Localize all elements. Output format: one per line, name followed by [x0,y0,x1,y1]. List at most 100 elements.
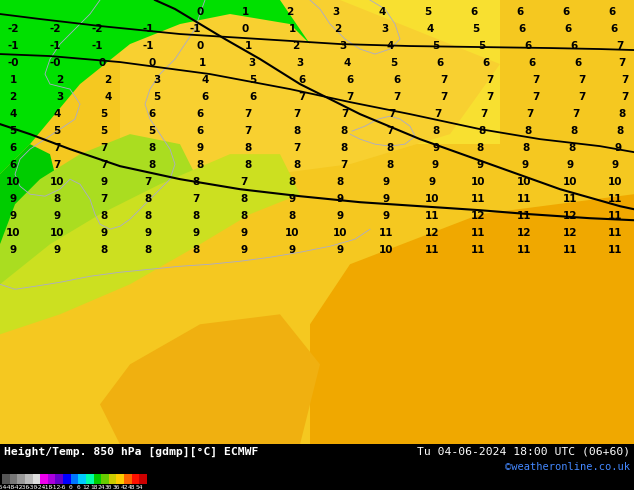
Text: 7: 7 [244,126,252,136]
Text: 10: 10 [6,228,20,238]
Text: -1: -1 [142,24,154,34]
Text: -36: -36 [19,485,30,490]
Text: 7: 7 [100,143,108,153]
Text: 7: 7 [618,58,626,68]
Text: 9: 9 [145,228,152,238]
Text: 11: 11 [563,245,577,255]
Text: 11: 11 [608,211,622,221]
Text: 7: 7 [486,75,494,85]
Text: 7: 7 [621,75,629,85]
Text: 11: 11 [425,245,439,255]
Text: 10: 10 [49,228,64,238]
Text: 6: 6 [299,75,306,85]
Text: -18: -18 [42,485,53,490]
Text: 8: 8 [524,126,532,136]
Text: 2: 2 [105,75,112,85]
Text: 9: 9 [611,160,619,170]
Text: 9: 9 [382,177,389,187]
Text: 8: 8 [192,211,200,221]
Text: 2: 2 [10,92,16,102]
Text: 6: 6 [528,58,536,68]
Text: 12: 12 [82,485,89,490]
Text: -24: -24 [34,485,46,490]
Text: 6: 6 [197,109,204,119]
Text: 6: 6 [564,24,572,34]
Text: 4: 4 [378,7,385,17]
Text: 6: 6 [10,160,16,170]
Text: 7: 7 [616,41,624,51]
Bar [101,474,109,484]
Text: 4: 4 [344,58,351,68]
Text: 11: 11 [425,211,439,221]
Text: 12: 12 [563,211,577,221]
Bar [48,474,55,484]
Text: -1: -1 [190,24,201,34]
Text: 2: 2 [56,75,63,85]
Text: 48: 48 [128,485,136,490]
Text: 9: 9 [197,143,204,153]
Text: 9: 9 [337,194,344,204]
Text: 9: 9 [10,194,16,204]
Text: 5: 5 [148,126,155,136]
Text: 1: 1 [242,7,249,17]
Text: 8: 8 [294,126,301,136]
Text: 7: 7 [192,194,200,204]
Polygon shape [0,154,300,334]
Polygon shape [120,0,500,194]
Bar [109,474,117,484]
Text: 8: 8 [337,177,344,187]
Text: 11: 11 [471,228,485,238]
Text: 10: 10 [333,228,347,238]
Text: 10: 10 [425,194,439,204]
Text: 8: 8 [288,211,295,221]
Text: 3: 3 [382,24,389,34]
Text: 6: 6 [148,109,155,119]
Text: 7: 7 [386,126,394,136]
Text: -42: -42 [11,485,23,490]
Text: 4: 4 [386,41,394,51]
Text: 3: 3 [249,58,256,68]
Text: 8: 8 [288,177,295,187]
Text: 12: 12 [425,228,439,238]
Text: 10: 10 [6,177,20,187]
Text: 7: 7 [346,92,354,102]
Text: 8: 8 [145,245,152,255]
Text: 7: 7 [53,160,61,170]
Bar [17,474,25,484]
Text: 8: 8 [386,160,394,170]
Text: 2: 2 [334,24,342,34]
Text: 12: 12 [517,228,531,238]
Text: 9: 9 [337,245,344,255]
Text: 5: 5 [424,7,432,17]
Text: 9: 9 [382,194,389,204]
Text: 6: 6 [202,92,209,102]
Polygon shape [0,134,200,284]
Text: 9: 9 [382,211,389,221]
Text: 8: 8 [244,143,252,153]
Text: 5: 5 [391,58,398,68]
Text: 10: 10 [471,177,485,187]
Text: 8: 8 [476,143,484,153]
Text: 7: 7 [393,92,401,102]
Bar [86,474,94,484]
Text: 24: 24 [98,485,105,490]
Text: 7: 7 [340,160,347,170]
Text: 6: 6 [611,24,618,34]
Text: 8: 8 [148,160,155,170]
Bar [139,474,147,484]
Text: 5: 5 [100,109,108,119]
Text: 8: 8 [244,160,252,170]
Text: 6: 6 [346,75,354,85]
Bar [132,474,139,484]
Text: 7: 7 [533,75,540,85]
Text: 11: 11 [517,211,531,221]
Bar [10,474,17,484]
Text: 8: 8 [340,143,347,153]
Text: 10: 10 [563,177,577,187]
Text: 7: 7 [294,143,301,153]
Text: 7: 7 [578,92,586,102]
Text: 7: 7 [299,92,306,102]
Text: 8: 8 [240,194,248,204]
Text: 7: 7 [578,75,586,85]
Text: 11: 11 [378,228,393,238]
